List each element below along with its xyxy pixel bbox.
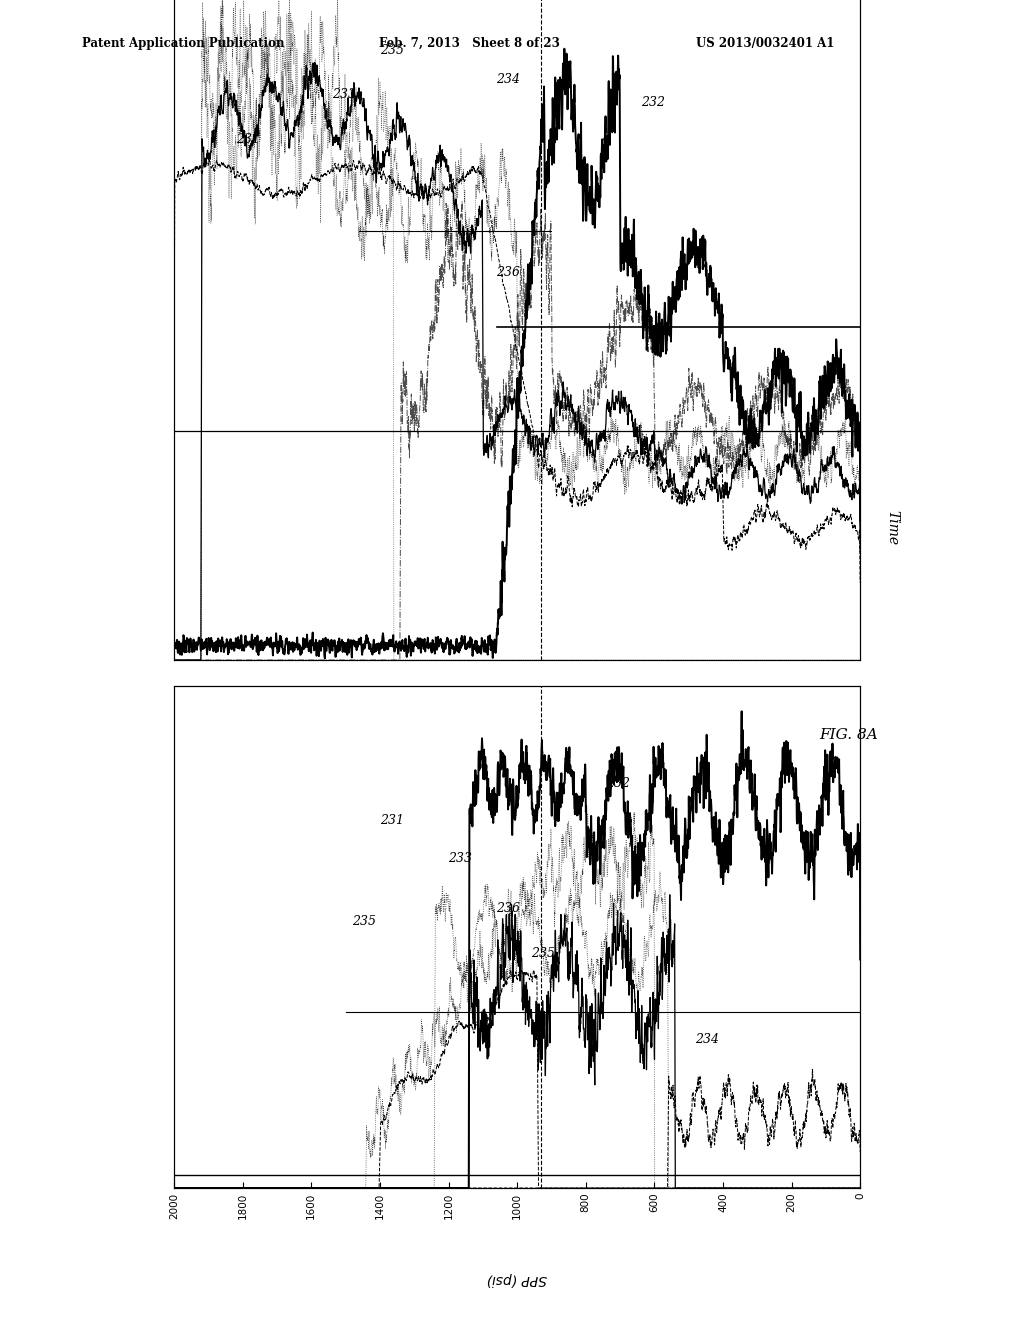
Text: Feb. 7, 2013   Sheet 8 of 23: Feb. 7, 2013 Sheet 8 of 23	[379, 37, 560, 50]
Text: 233: 233	[449, 851, 472, 865]
Text: 235: 235	[530, 948, 555, 960]
X-axis label: SPP (psi): SPP (psi)	[486, 1272, 548, 1286]
Text: 236: 236	[497, 265, 520, 279]
Text: 236: 236	[497, 902, 520, 915]
Text: 232: 232	[641, 95, 665, 108]
Text: 235: 235	[352, 915, 377, 928]
Text: 231: 231	[380, 814, 403, 828]
Text: US 2013/0032401 A1: US 2013/0032401 A1	[696, 37, 835, 50]
Text: FIG. 8A: FIG. 8A	[819, 729, 878, 742]
Text: Time: Time	[886, 511, 900, 545]
Text: 234: 234	[695, 1032, 720, 1045]
Text: Patent Application Publication: Patent Application Publication	[82, 37, 285, 50]
Text: 235: 235	[380, 44, 403, 57]
Text: 232: 232	[606, 776, 631, 789]
Text: 233: 233	[332, 88, 356, 102]
Text: 231: 231	[236, 132, 260, 145]
Text: 234: 234	[497, 74, 520, 86]
